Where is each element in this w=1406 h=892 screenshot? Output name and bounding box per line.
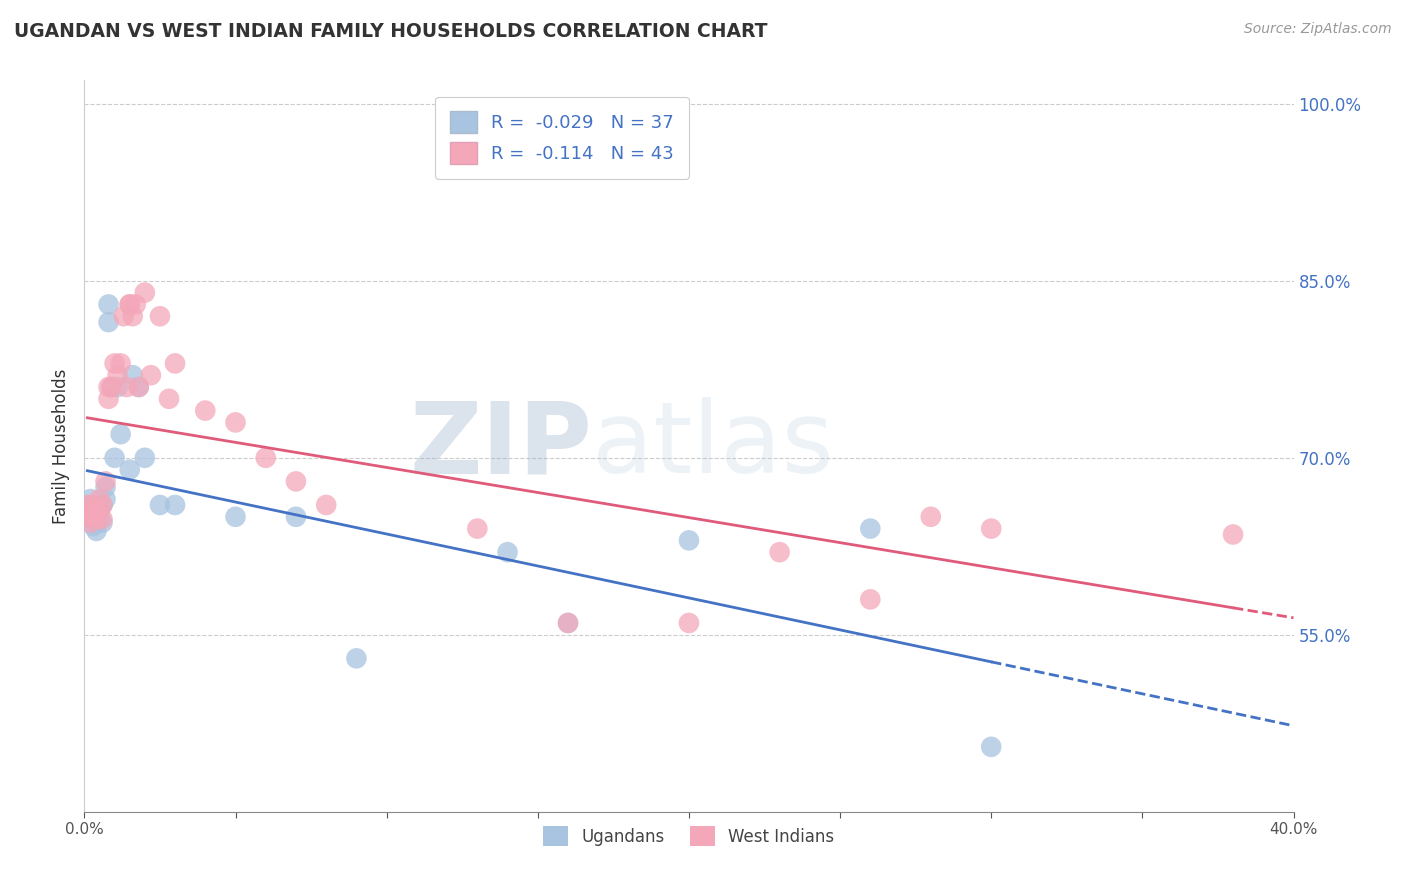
Point <box>165 356 187 370</box>
Text: ZIP: ZIP <box>409 398 592 494</box>
Point <box>115 380 138 394</box>
Point <box>79 504 101 518</box>
Point <box>97 315 120 329</box>
Point <box>86 524 108 538</box>
Point <box>89 504 111 518</box>
Point <box>121 368 143 383</box>
Point <box>139 368 162 383</box>
Point <box>496 545 519 559</box>
Point <box>225 416 247 430</box>
Point <box>89 504 111 518</box>
Point <box>557 615 579 630</box>
Point <box>678 533 700 548</box>
Point <box>678 615 700 630</box>
Point <box>91 498 114 512</box>
Point <box>82 498 104 512</box>
Point <box>76 498 98 512</box>
Point <box>82 519 104 533</box>
Point <box>285 475 308 489</box>
Point <box>165 498 187 512</box>
Point <box>94 492 117 507</box>
Point <box>86 498 108 512</box>
Point <box>97 380 120 394</box>
Point <box>79 504 101 518</box>
Point <box>104 450 127 465</box>
Point <box>100 380 122 394</box>
Point <box>79 492 101 507</box>
Point <box>134 285 156 300</box>
Point <box>980 522 1002 536</box>
Point <box>118 462 141 476</box>
Point <box>557 615 579 630</box>
Point <box>86 512 108 526</box>
Point <box>285 509 308 524</box>
Point <box>89 498 111 512</box>
Point <box>128 380 150 394</box>
Point <box>94 475 117 489</box>
Point <box>104 356 127 370</box>
Point <box>1222 527 1244 541</box>
Point <box>76 509 98 524</box>
Point <box>980 739 1002 754</box>
Legend: Ugandans, West Indians: Ugandans, West Indians <box>536 818 842 855</box>
Point <box>91 516 114 530</box>
Point <box>107 380 129 394</box>
Point <box>194 403 217 417</box>
Point <box>76 498 98 512</box>
Point <box>82 498 104 512</box>
Point <box>859 592 882 607</box>
Point <box>859 522 882 536</box>
Text: atlas: atlas <box>592 398 834 494</box>
Point <box>149 498 172 512</box>
Point <box>82 509 104 524</box>
Point <box>110 356 132 370</box>
Point <box>121 310 143 324</box>
Point <box>225 509 247 524</box>
Point <box>97 392 120 406</box>
Point <box>79 516 101 530</box>
Point <box>91 498 114 512</box>
Point <box>107 368 129 383</box>
Point <box>128 380 150 394</box>
Point <box>110 427 132 442</box>
Point <box>346 651 368 665</box>
Text: UGANDAN VS WEST INDIAN FAMILY HOUSEHOLDS CORRELATION CHART: UGANDAN VS WEST INDIAN FAMILY HOUSEHOLDS… <box>14 22 768 41</box>
Point <box>769 545 792 559</box>
Point <box>125 297 148 311</box>
Point <box>76 509 98 524</box>
Point <box>82 512 104 526</box>
Point <box>134 450 156 465</box>
Point <box>118 297 141 311</box>
Point <box>100 380 122 394</box>
Point <box>254 450 277 465</box>
Point <box>920 509 942 524</box>
Point <box>315 498 337 512</box>
Point <box>118 297 141 311</box>
Text: Source: ZipAtlas.com: Source: ZipAtlas.com <box>1244 22 1392 37</box>
Point <box>89 492 111 507</box>
Point <box>112 310 135 324</box>
Y-axis label: Family Households: Family Households <box>52 368 70 524</box>
Point <box>86 516 108 530</box>
Point <box>89 512 111 526</box>
Point <box>149 310 172 324</box>
Point <box>97 297 120 311</box>
Point <box>467 522 489 536</box>
Point <box>94 480 117 494</box>
Point <box>157 392 180 406</box>
Point <box>91 512 114 526</box>
